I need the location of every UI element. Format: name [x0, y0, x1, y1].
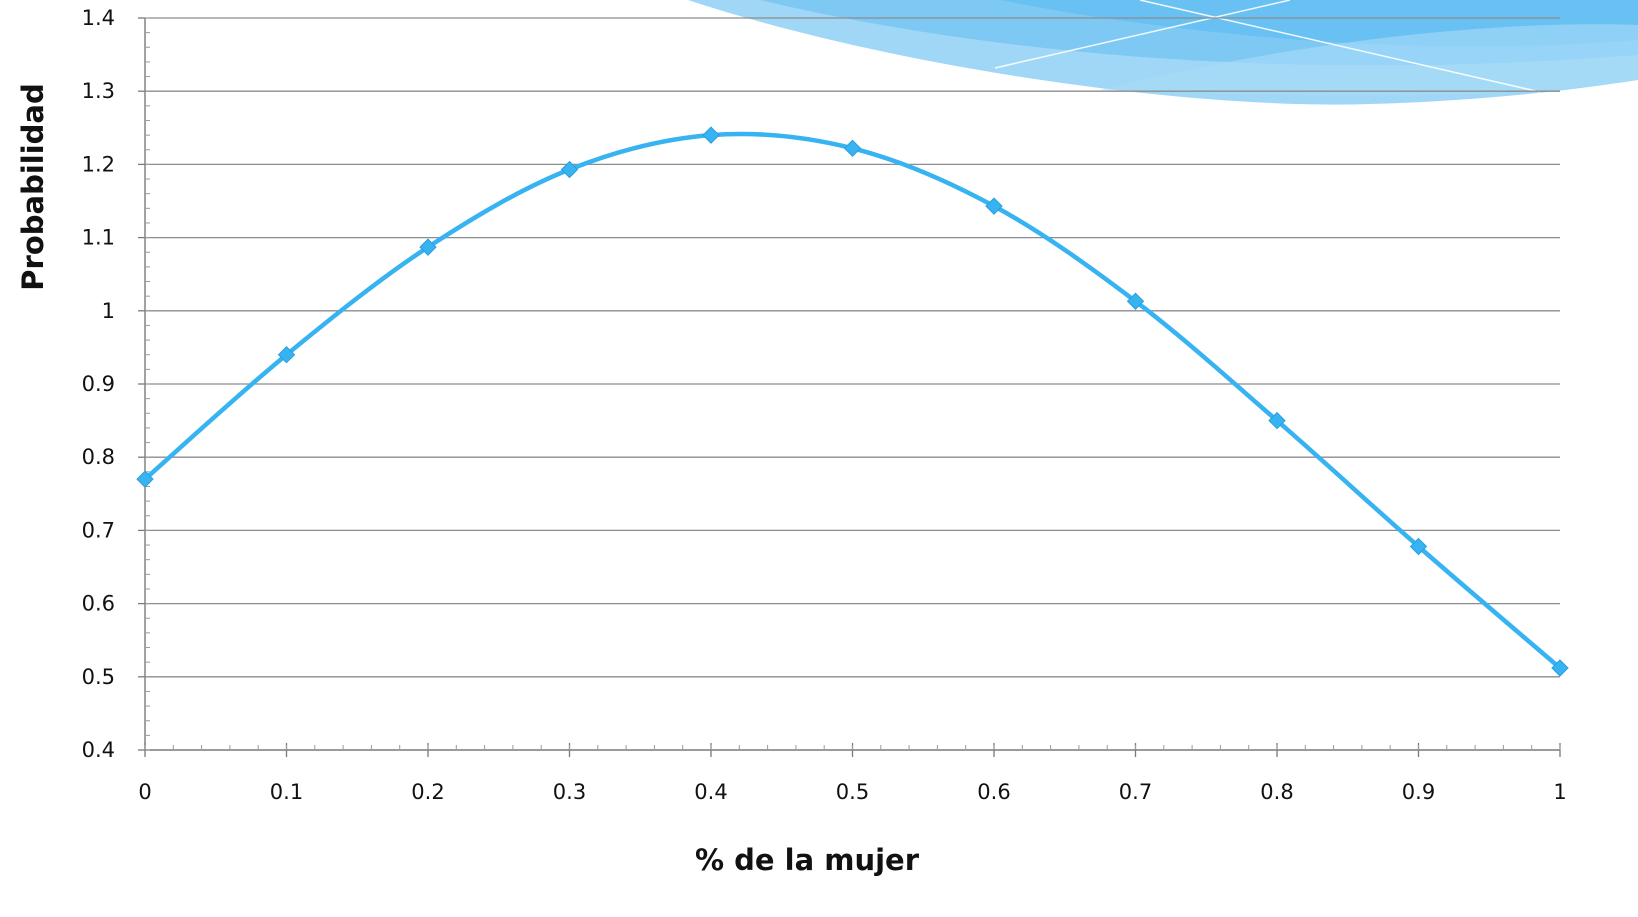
- y-tick-label: 0.4: [82, 738, 115, 762]
- data-point-marker: [419, 238, 437, 256]
- decorative-wave-graphic: [688, 0, 1638, 105]
- y-tick-label: 1.2: [82, 152, 115, 176]
- data-point-marker: [702, 126, 720, 144]
- y-tick-label: 1: [102, 299, 115, 323]
- x-tick-label: 0.2: [411, 780, 444, 804]
- data-point-marker: [1126, 292, 1145, 310]
- x-tick-label: 0: [138, 780, 151, 804]
- series-group: [136, 126, 1569, 677]
- x-tick-label: 0.7: [1119, 780, 1152, 804]
- y-tick-label: 1.3: [82, 79, 115, 103]
- x-tick-label: 0.8: [1260, 780, 1293, 804]
- x-tick-label: 1: [1553, 780, 1566, 804]
- data-point-marker: [1268, 411, 1286, 430]
- data-point-marker: [843, 139, 862, 158]
- data-point-marker: [1551, 659, 1569, 677]
- y-tick-label: 0.7: [82, 518, 115, 542]
- y-tick-label: 0.9: [82, 372, 115, 396]
- y-tick-label: 0.6: [82, 592, 115, 616]
- x-tick-label: 0.4: [694, 780, 727, 804]
- x-tick-label: 0.1: [270, 780, 303, 804]
- y-axis-title: Probabilidad: [16, 83, 50, 290]
- gridlines: [145, 17, 1560, 678]
- x-axis-title: % de la mujer: [695, 843, 920, 877]
- series-line: [143, 131, 1562, 670]
- x-tick-label: 0.6: [977, 780, 1010, 804]
- data-point-marker: [1409, 537, 1428, 556]
- y-tick-label: 1.4: [82, 6, 115, 30]
- y-tick-label: 0.5: [82, 665, 115, 689]
- data-point-marker: [560, 160, 579, 179]
- y-axis-ticks: 0.4 0.5 0.6 0.7 0.8 0.9 1 1.1 1.2 1.3 1.4: [82, 6, 150, 762]
- data-point-marker: [136, 470, 154, 488]
- x-tick-label: 0.3: [553, 780, 586, 804]
- x-tick-label: 0.5: [836, 780, 869, 804]
- x-axis-ticks: 0 0.1 0.2 0.3 0.4 0.5 0.6 0.7 0.8 0.9 1: [138, 743, 1567, 804]
- data-point-marker: [985, 197, 1003, 215]
- y-tick-label: 1.1: [82, 226, 115, 250]
- x-tick-label: 0.9: [1402, 780, 1435, 804]
- data-point-marker: [277, 346, 296, 364]
- y-tick-label: 0.8: [82, 445, 115, 469]
